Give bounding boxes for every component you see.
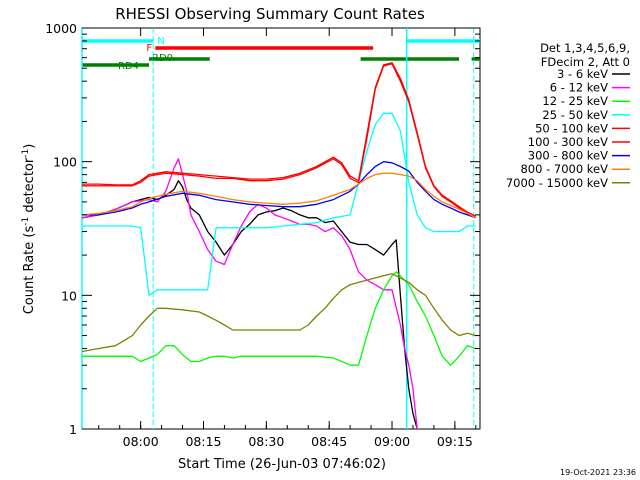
flag-bar-label: RD0 [152,53,173,64]
x-tick-label: 08:00 [123,434,159,449]
legend-item-label: 25 - 50 keV [542,108,608,122]
legend-item-label: 800 - 7000 keV [520,162,608,176]
x-tick-label: 08:30 [248,434,284,449]
flag-bar-label: RD4 [118,61,139,72]
legend-header-line1: Det 1,3,4,5,6,9, [540,41,630,55]
x-tick-label: 08:15 [185,434,221,449]
y-tick-label: 1 [69,422,77,437]
legend-item-label: 7000 - 15000 keV [506,176,608,190]
legend-item-label: 300 - 800 keV [528,149,608,163]
series-line-2 [82,271,477,366]
series-line-3 [82,112,476,296]
y-axis-label-sup1: -1 [21,217,31,226]
y-tick-label: 10 [61,288,77,303]
legend-item-label: 50 - 100 keV [535,121,608,135]
series-line-6 [82,161,477,219]
footer-timestamp: 19-Oct-2021 23:36 [560,468,636,477]
y-axis-ticks: 1 10 100 1000 [45,21,480,437]
legend-item-label: 6 - 12 keV [550,81,608,95]
series-line-1 [81,158,418,430]
legend-header-line2: FDecim 2, Att 0 [541,55,630,69]
series-line-8 [81,273,476,353]
y-axis-label: Count Rate (s-1 detector-1) [21,144,37,315]
x-tick-label: 09:15 [437,434,473,449]
x-axis-ticks: 08:00 08:15 08:30 08:45 09:00 09:15 [98,28,477,449]
x-tick-label: 08:45 [311,434,347,449]
legend-item-label: 100 - 300 keV [528,135,608,149]
flag-bar-label: N [157,36,164,47]
legend: Det 1,3,4,5,6,9, FDecim 2, Att 0 3 - 6 k… [506,41,630,190]
legend-item-label: 12 - 25 keV [542,94,608,108]
y-axis-label-main: Count Rate (s [22,226,37,315]
y-axis-label-end: ) [22,144,37,149]
x-axis-label: Start Time (26-Jun-03 07:46:02) [178,457,386,472]
legend-item-label: 3 - 6 keV [557,67,608,81]
series-line-5 [82,62,477,217]
flag-bar-label: F [146,43,152,54]
series-lines [81,62,477,430]
y-axis-label-sup2: -1 [21,149,31,158]
series-line-7 [81,172,477,219]
y-axis-label-mid: detector [22,157,37,217]
x-tick-label: 09:00 [374,434,410,449]
y-tick-label: 100 [53,155,77,170]
chart-title: RHESSI Observing Summary Count Rates [115,5,425,23]
y-tick-label: 1000 [45,21,77,36]
